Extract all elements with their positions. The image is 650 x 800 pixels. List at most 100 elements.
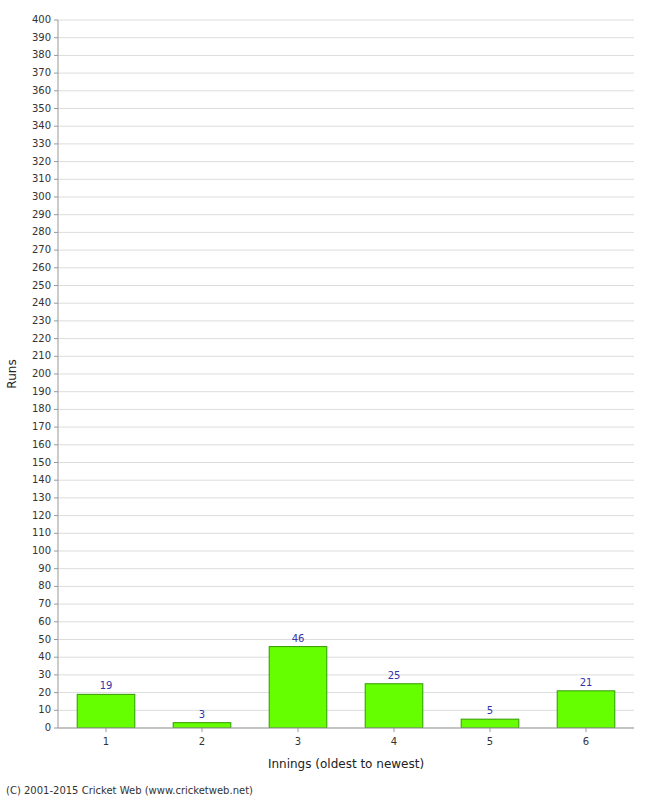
y-tick	[54, 391, 58, 392]
y-tick-label: 390	[32, 32, 51, 43]
grid-line	[58, 285, 634, 286]
grid-line	[58, 497, 634, 498]
y-tick-label: 380	[32, 49, 51, 60]
x-axis-line	[58, 728, 634, 729]
grid-line	[58, 90, 634, 91]
y-tick	[54, 126, 58, 127]
y-tick	[54, 657, 58, 658]
y-tick-label: 90	[38, 563, 51, 574]
y-tick-label: 220	[32, 333, 51, 344]
data-label: 25	[388, 670, 401, 681]
y-tick-label: 20	[38, 687, 51, 698]
data-label: 46	[292, 633, 305, 644]
y-tick	[54, 108, 58, 109]
y-tick-label: 370	[32, 67, 51, 78]
y-tick-label: 30	[38, 669, 51, 680]
grid-line	[58, 409, 634, 410]
y-tick-label: 170	[32, 421, 51, 432]
grid-line	[58, 303, 634, 304]
y-axis: 0102030405060708090100110120130140150160…	[32, 14, 58, 733]
y-tick	[54, 143, 58, 144]
y-tick	[54, 533, 58, 534]
y-tick	[54, 55, 58, 56]
y-tick-label: 160	[32, 439, 51, 450]
grid-line	[58, 621, 634, 622]
grid	[58, 20, 634, 728]
y-tick	[54, 179, 58, 180]
y-tick	[54, 621, 58, 622]
y-tick-label: 310	[32, 173, 51, 184]
grid-line	[58, 108, 634, 109]
x-tick	[298, 728, 299, 732]
y-tick-label: 140	[32, 474, 51, 485]
y-tick-label: 130	[32, 492, 51, 503]
y-tick-label: 350	[32, 103, 51, 114]
grid-line	[58, 320, 634, 321]
grid-line	[58, 586, 634, 587]
y-tick-label: 400	[32, 14, 51, 25]
y-tick	[54, 427, 58, 428]
y-tick	[54, 692, 58, 693]
y-tick-label: 50	[38, 634, 51, 645]
y-tick-label: 10	[38, 704, 51, 715]
y-tick	[54, 551, 58, 552]
y-tick-label: 80	[38, 580, 51, 591]
y-tick	[54, 267, 58, 268]
y-tick	[54, 356, 58, 357]
y-tick-label: 150	[32, 457, 51, 468]
grid-line	[58, 480, 634, 481]
grid-line	[58, 515, 634, 516]
data-labels: 1934625521	[100, 633, 593, 720]
x-tick	[202, 728, 203, 732]
y-tick	[54, 480, 58, 481]
y-tick-label: 280	[32, 226, 51, 237]
x-tick	[106, 728, 107, 732]
y-tick-label: 60	[38, 616, 51, 627]
grid-line	[58, 391, 634, 392]
y-tick	[54, 214, 58, 215]
grid-line	[58, 604, 634, 605]
x-tick-label: 6	[583, 736, 589, 747]
y-tick	[54, 20, 58, 21]
y-tick-label: 190	[32, 386, 51, 397]
y-tick	[54, 320, 58, 321]
x-tick	[394, 728, 395, 732]
grid-line	[58, 692, 634, 693]
grid-line	[58, 462, 634, 463]
y-tick-label: 180	[32, 403, 51, 414]
grid-line	[58, 427, 634, 428]
y-tick	[54, 462, 58, 463]
y-tick	[54, 338, 58, 339]
data-label: 21	[580, 677, 593, 688]
y-tick	[54, 197, 58, 198]
grid-line	[58, 674, 634, 675]
y-tick	[54, 285, 58, 286]
data-label: 19	[100, 680, 113, 691]
y-tick-label: 340	[32, 120, 51, 131]
x-tick	[586, 728, 587, 732]
y-tick	[54, 604, 58, 605]
grid-line	[58, 639, 634, 640]
y-tick	[54, 586, 58, 587]
y-tick-label: 300	[32, 191, 51, 202]
grid-line	[58, 232, 634, 233]
y-tick	[54, 515, 58, 516]
grid-line	[58, 356, 634, 357]
y-tick-label: 250	[32, 280, 51, 291]
grid-line	[58, 444, 634, 445]
grid-line	[58, 338, 634, 339]
y-tick-label: 290	[32, 209, 51, 220]
chart: 0102030405060708090100110120130140150160…	[0, 0, 650, 800]
grid-line	[58, 214, 634, 215]
grid-line	[58, 126, 634, 127]
y-tick	[54, 161, 58, 162]
grid-line	[58, 374, 634, 375]
y-tick	[54, 73, 58, 74]
bar	[557, 691, 615, 728]
grid-line	[58, 250, 634, 251]
y-tick-label: 230	[32, 315, 51, 326]
y-tick-label: 360	[32, 85, 51, 96]
y-tick	[54, 710, 58, 711]
y-tick	[54, 374, 58, 375]
y-tick-label: 330	[32, 138, 51, 149]
